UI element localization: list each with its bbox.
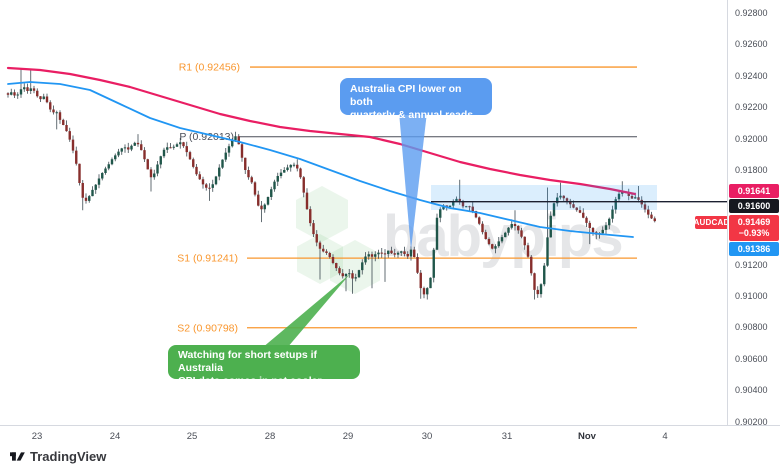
price-tick-label: 0.92000 bbox=[735, 133, 768, 144]
price-tick-label: 0.91200 bbox=[735, 259, 768, 270]
callout-short-setup-note[interactable]: Watching for short setups if Australia C… bbox=[168, 345, 360, 387]
time-axis[interactable]: 23 24 25 28 29 30 31 Nov 4 bbox=[0, 425, 780, 445]
ma-pink-price-label: 0.91641 bbox=[729, 184, 779, 198]
chart-plot-area[interactable]: babypips R1 (0.92456) P (0.92013) S1 (0.91… bbox=[0, 0, 727, 425]
price-tick-label: 0.92800 bbox=[735, 8, 768, 18]
callout-cpi-line1: Australia CPI lower on both bbox=[350, 83, 462, 108]
callout-cpi-note[interactable]: Australia CPI lower on both quarterly & … bbox=[340, 78, 492, 121]
callout-cpi-line2: quarterly & annual reads bbox=[350, 109, 474, 121]
time-tick-label: 25 bbox=[186, 431, 198, 442]
ma-pink-line bbox=[6, 66, 637, 196]
level-price-label: 0.91600 bbox=[729, 199, 779, 213]
bottom-bar: TradingView bbox=[0, 445, 780, 468]
time-tick-label: 28 bbox=[264, 431, 276, 442]
pivot-label-p: P (0.92013) bbox=[179, 131, 234, 143]
price-tick-label: 0.92400 bbox=[735, 70, 768, 81]
resistance-zone bbox=[431, 185, 657, 211]
time-tick-label: 31 bbox=[501, 431, 513, 442]
price-tick-label: 0.90200 bbox=[735, 416, 768, 427]
time-tick-label: 29 bbox=[342, 431, 354, 442]
time-tick-label: 24 bbox=[109, 431, 121, 442]
price-tick-label: 0.91800 bbox=[735, 165, 768, 176]
last-price-value: 0.91469 bbox=[737, 217, 771, 227]
callout-setup-stem bbox=[262, 274, 350, 348]
pivot-label-r1: R1 (0.92456) bbox=[179, 62, 240, 74]
price-tick-label: 0.90400 bbox=[735, 385, 768, 396]
pivot-label-s1: S1 (0.91241) bbox=[177, 253, 238, 265]
price-axis[interactable]: 0.91641 0.91600 0.91469 −0.93% 0.91386 0… bbox=[727, 0, 780, 445]
price-tick-label: 0.90600 bbox=[735, 353, 768, 364]
pivot-label-s2: S2 (0.90798) bbox=[177, 322, 238, 334]
ma-blue-line bbox=[7, 81, 634, 238]
last-price-change: −0.93% bbox=[738, 228, 770, 238]
callout-cpi-stem bbox=[399, 112, 427, 250]
tradingview-logo-text[interactable]: TradingView bbox=[30, 449, 107, 464]
tradingview-logo-icon[interactable] bbox=[10, 449, 25, 464]
price-tick-label: 0.90800 bbox=[735, 322, 768, 333]
price-tick-label: 0.92200 bbox=[735, 102, 768, 113]
time-tick-label: Nov bbox=[578, 431, 596, 442]
price-tick-label: 0.92600 bbox=[735, 39, 768, 50]
time-tick-label: 4 bbox=[662, 431, 668, 442]
callout-setup-line1: Watching for short setups if Australia bbox=[178, 349, 318, 374]
ma-blue-price-label: 0.91386 bbox=[729, 242, 779, 256]
chart-svg: R1 (0.92456) P (0.92013) S1 (0.91241) S2 (0… bbox=[6, 62, 727, 348]
symbol-price-tag: AUDCAD bbox=[693, 216, 727, 229]
time-tick-label: 23 bbox=[31, 431, 43, 442]
candle-wicks bbox=[7, 68, 656, 300]
price-tick-label: 0.91000 bbox=[735, 291, 768, 301]
callout-setup-line2: CPI data comes in net cooler bbox=[178, 375, 322, 387]
last-price-label: 0.91469 −0.93% bbox=[729, 215, 779, 241]
time-tick-label: 30 bbox=[421, 431, 433, 442]
